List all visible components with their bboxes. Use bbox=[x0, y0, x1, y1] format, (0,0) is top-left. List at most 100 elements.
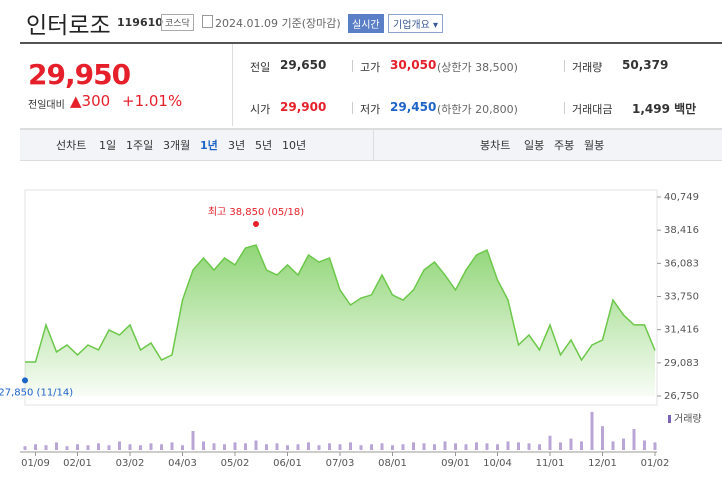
volume-bar bbox=[380, 443, 384, 450]
volume-bar bbox=[328, 443, 331, 450]
volume-bar bbox=[275, 443, 279, 450]
x-tick-label: 09/01 bbox=[441, 458, 470, 469]
tab[interactable]: 주봉 bbox=[554, 139, 575, 152]
market-badge: 코스닥 bbox=[161, 14, 194, 31]
volume-bar bbox=[590, 411, 594, 450]
volume-bar bbox=[632, 429, 636, 450]
volume-bar bbox=[23, 446, 27, 450]
volume-bar bbox=[254, 440, 258, 450]
separator bbox=[564, 60, 565, 72]
y-tick-label: 38,416 bbox=[664, 225, 699, 236]
x-tick-label: 11/01 bbox=[536, 458, 565, 469]
volume-bar bbox=[370, 444, 373, 450]
volume-bar bbox=[149, 443, 153, 450]
stat-value: 29,450 bbox=[390, 100, 437, 114]
volume-bar bbox=[244, 443, 247, 450]
x-tick-label: 02/01 bbox=[63, 458, 92, 469]
area bbox=[25, 245, 655, 396]
date: 2024.01.09 기준(장마감) bbox=[215, 17, 341, 30]
separator bbox=[352, 102, 353, 114]
x-tick-label: 01/02 bbox=[641, 458, 670, 469]
volume-bar bbox=[128, 444, 132, 450]
low-label: 최저 27,850 (11/14) bbox=[0, 386, 73, 398]
x-tick-label: 12/01 bbox=[588, 458, 617, 469]
stat-extra: (하한가 20,800) bbox=[437, 103, 518, 116]
volume-bar bbox=[34, 444, 37, 450]
tab[interactable]: 10년 bbox=[282, 139, 307, 152]
volume-bar bbox=[611, 441, 615, 450]
volume-bar bbox=[160, 444, 163, 450]
volume-bar bbox=[170, 442, 174, 450]
volume-bar bbox=[307, 442, 310, 450]
volume-bar bbox=[223, 444, 226, 450]
volume-bar bbox=[286, 445, 289, 450]
volume-legend bbox=[668, 415, 671, 423]
volume-bar bbox=[517, 442, 520, 450]
tab-bar bbox=[20, 129, 722, 161]
change: ▲300 bbox=[70, 92, 111, 110]
realtime-button[interactable]: 실시간 bbox=[348, 14, 384, 33]
volume-bar bbox=[548, 435, 552, 450]
x-tick-label: 01/09 bbox=[21, 458, 50, 469]
high-label: 최고 38,850 (05/18) bbox=[208, 206, 304, 218]
change-label: 전일대비 bbox=[28, 100, 65, 111]
volume-bar bbox=[464, 444, 468, 450]
tab[interactable]: 월봉 bbox=[584, 139, 605, 152]
stat-label: 시가 bbox=[250, 103, 271, 116]
tab[interactable]: 1주일 bbox=[126, 139, 154, 152]
high-point bbox=[253, 220, 259, 227]
stock-code: 119610 bbox=[117, 16, 163, 29]
volume-bar bbox=[422, 443, 426, 450]
volume-bar bbox=[212, 443, 216, 450]
y-tick-label: 36,083 bbox=[664, 258, 699, 269]
tab[interactable]: 5년 bbox=[255, 139, 273, 152]
volume-bar bbox=[349, 442, 352, 450]
stat-value: 29,650 bbox=[280, 58, 327, 72]
tab[interactable]: 1일 bbox=[99, 139, 117, 152]
volume-bar bbox=[65, 446, 69, 450]
volume-bar bbox=[296, 444, 300, 450]
stat-value: 50,379 bbox=[622, 58, 669, 72]
volume-bar bbox=[181, 445, 184, 450]
y-tick-label: 33,750 bbox=[664, 291, 699, 302]
volume-bar bbox=[601, 426, 604, 450]
stat-value: 29,900 bbox=[280, 100, 327, 114]
company-button[interactable]: 기업개요 ▾ bbox=[388, 14, 443, 33]
volume-bar bbox=[538, 444, 541, 450]
volume-label: 거래량 bbox=[674, 413, 702, 425]
volume-bar bbox=[643, 440, 646, 450]
volume-bar bbox=[233, 442, 237, 450]
separator bbox=[352, 60, 353, 72]
tab[interactable]: 3개월 bbox=[163, 139, 191, 152]
stat-extra: (상한가 38,500) bbox=[437, 61, 518, 74]
y-tick-label: 29,083 bbox=[664, 358, 699, 369]
volume-bar bbox=[359, 445, 363, 450]
tab[interactable]: 3년 bbox=[228, 139, 246, 152]
volume-bar bbox=[107, 445, 111, 450]
volume-bar bbox=[86, 445, 90, 450]
volume-bar bbox=[265, 444, 268, 450]
volume-bar bbox=[433, 444, 436, 450]
y-tick-label: 26,750 bbox=[664, 391, 699, 402]
low-point bbox=[22, 377, 28, 384]
x-tick-label: 08/01 bbox=[378, 458, 407, 469]
volume-bar bbox=[485, 443, 489, 450]
volume-bar bbox=[76, 444, 79, 450]
x-tick-label: 07/03 bbox=[326, 458, 355, 469]
tab[interactable]: 일봉 bbox=[524, 139, 545, 152]
y-tick-label: 31,416 bbox=[664, 325, 699, 336]
stat-label: 고가 bbox=[360, 61, 381, 74]
volume-bar bbox=[338, 444, 342, 450]
change-rate: +1.01% bbox=[122, 92, 183, 110]
separator bbox=[564, 102, 565, 114]
tab[interactable]: 1년 bbox=[200, 139, 218, 152]
line bbox=[25, 244, 656, 363]
x-tick-label: 06/01 bbox=[273, 458, 302, 469]
volume-bar bbox=[580, 441, 583, 450]
stat-label: 전일 bbox=[250, 61, 271, 74]
volume-bar bbox=[412, 442, 415, 450]
tab-label: 선차트 bbox=[56, 139, 87, 152]
volume-bar bbox=[202, 441, 205, 450]
stat-value: 1,499 백만 bbox=[632, 102, 697, 116]
